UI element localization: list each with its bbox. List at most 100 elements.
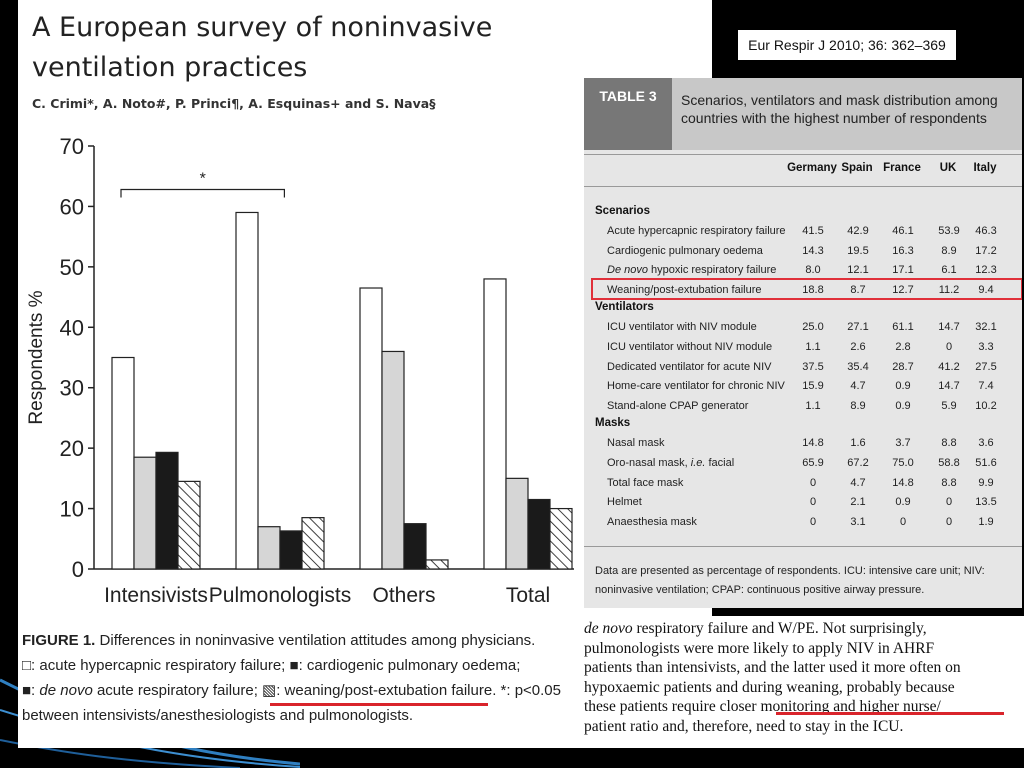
- body-line-5b-underlined: monitoring and higher nurse: [760, 698, 937, 716]
- table-section-title: Scenarios: [595, 205, 650, 217]
- table-cell: 8.9: [850, 399, 866, 412]
- table-section-title: Ventilators: [595, 301, 654, 314]
- table-rule: [584, 546, 1022, 547]
- bar-4-others: [425, 559, 449, 570]
- row-label: Dedicated ventilator for acute NIV: [607, 360, 772, 373]
- table-cell: 3.7: [895, 437, 911, 450]
- table-cell: 0: [809, 496, 817, 509]
- row-label: Home-care ventilator for chronic NIV: [607, 380, 785, 393]
- table-row: Anaesthesia mask 0 3.1 0 0 1.9: [584, 513, 1022, 533]
- body-text-italic: de novo: [584, 620, 633, 637]
- table-cell: 17.2: [975, 244, 997, 257]
- body-line-2: pulmonologists were more likely to apply…: [584, 639, 935, 657]
- table-footnote: Data are presented as percentage of resp…: [595, 565, 985, 596]
- table-cell: 0: [945, 515, 953, 528]
- y-tick-label: 0: [72, 557, 84, 582]
- table-row: Acute hypercapnic respiratory failure 41.…: [584, 222, 1022, 242]
- figure-bar-chart: 0 10 20 30 40 50 60 70 Respondents % Intensivists…: [26, 134, 574, 607]
- table-cell: 9.4: [978, 283, 994, 296]
- journal-citation: Eur Respir J 2010; 36: 362–369: [738, 30, 956, 60]
- y-tick-label: 40: [60, 315, 84, 340]
- legend-item-3-italic: de novo: [39, 682, 93, 699]
- body-text: de novo respiratory failure and W/PE. No…: [584, 619, 1014, 737]
- table-cell: 17.1: [892, 264, 914, 277]
- table-row: Helmet 0 2.1 0.9 0 13.5: [584, 493, 1022, 513]
- row-label: Anaesthesia mask: [607, 515, 697, 528]
- table-cell: 0: [945, 341, 953, 353]
- table-body: Scenarios Acute hypercapnic respiratory f…: [584, 78, 1022, 558]
- table-cell: 3.6: [978, 437, 994, 450]
- table-cell: 9.9: [978, 476, 994, 489]
- row-label: ICU ventilator with NIV module: [607, 321, 757, 334]
- table-row: De novo hypoxic respiratory failure 8.0 12…: [584, 261, 1022, 281]
- table-cell: 58.8: [938, 457, 960, 469]
- table-cell: 51.6: [975, 457, 997, 469]
- table-cell: 14.7: [938, 321, 960, 334]
- y-tick-label: 50: [60, 255, 84, 280]
- table-cell: 67.2: [847, 457, 869, 469]
- table-row: Home-care ventilator for chronic NIV 15.9…: [584, 377, 1022, 397]
- table-cell: 4.7: [850, 380, 866, 393]
- row-label: ICU ventilator without NIV module: [607, 341, 773, 353]
- figure-label: FIGURE 1.: [22, 632, 96, 649]
- column-header: Spain: [841, 162, 873, 174]
- bar-1-pulmonologists: [235, 211, 259, 570]
- table-row: ICU ventilator with NIV module 25.0 27.1 61…: [584, 318, 1022, 338]
- table-cell: 4.7: [850, 476, 866, 489]
- body-line-5c: /: [936, 698, 941, 716]
- table-cell: 8.8: [941, 437, 957, 450]
- table-cell: 2.6: [850, 341, 866, 353]
- bar-2-total: [505, 477, 529, 570]
- table-cell: 11.2: [938, 283, 960, 296]
- bar-1-total: [483, 278, 507, 570]
- table-cell: 0: [809, 515, 817, 528]
- table-cell: 16.3: [892, 244, 914, 257]
- row-label: Oro-nasal mask, i.e. facial: [607, 457, 735, 469]
- legend-item-3b: acute respiratory failure;: [92, 682, 263, 699]
- table-cell: 41.5: [802, 225, 824, 237]
- table-cell: 32.1: [975, 321, 997, 334]
- paper-title: A European survey of noninvasive ventila…: [32, 12, 493, 83]
- table-cell: 41.2: [938, 360, 960, 373]
- body-line-4: hypoxaemic patients and during weaning, …: [584, 678, 955, 696]
- table-cell: 14.3: [802, 244, 824, 257]
- table-cell: 53.9: [938, 225, 960, 237]
- table-label: TABLE 3: [599, 88, 657, 104]
- table-cell: 42.9: [847, 225, 869, 237]
- legend-item-5: *: p<0.05: [496, 682, 561, 699]
- table-cell: 61.1: [892, 321, 914, 334]
- bar-2-intensivists: [133, 456, 157, 570]
- x-category-label: Intensivists: [104, 584, 208, 607]
- table-cell: 14.7: [938, 380, 960, 393]
- table-3-panel: TABLE 3 Scenarios, ventilators and mask …: [584, 78, 1022, 608]
- table-cell: 8.8: [941, 476, 957, 489]
- table-cell: 0.9: [895, 399, 911, 412]
- underline-weaning: [270, 703, 488, 706]
- table-cell: 2.8: [895, 341, 911, 353]
- table-label-box: [584, 78, 672, 150]
- row-label: Total face mask: [607, 476, 684, 489]
- bar-4-pulmonologists: [301, 517, 325, 570]
- table-cell: 2.1: [850, 496, 866, 509]
- row-label: Acute hypercapnic respiratory failure: [607, 225, 786, 237]
- table-cell: 27.5: [975, 360, 997, 373]
- bar-3-intensivists: [155, 451, 179, 570]
- table-column-header-row: Germany Spain France UK Italy: [584, 162, 1022, 184]
- table-cell: 46.1: [892, 225, 914, 237]
- bar-3-others: [403, 523, 427, 570]
- table-row: Nasal mask 14.8 1.6 3.7 8.8 3.6: [584, 434, 1022, 454]
- table-cell: 0.9: [895, 496, 911, 509]
- body-line-6: patient ratio and, therefore, need to st…: [584, 717, 904, 735]
- row-label: Weaning/post-extubation failure: [607, 283, 762, 296]
- y-tick-label: 20: [60, 436, 84, 461]
- row-label: Stand-alone CPAP generator: [607, 399, 749, 412]
- table-cell: 0: [899, 515, 907, 528]
- bar-2-others: [381, 350, 405, 570]
- table-cell: 35.4: [847, 360, 869, 373]
- column-header: UK: [939, 162, 957, 174]
- bar-1-others: [359, 287, 383, 570]
- table-row: Weaning/post-extubation failure 18.8 8.7 12…: [584, 281, 1022, 301]
- table-cell: 0: [809, 476, 817, 489]
- underline-monitoring: [776, 712, 1004, 715]
- table-cell: 18.8: [802, 283, 824, 296]
